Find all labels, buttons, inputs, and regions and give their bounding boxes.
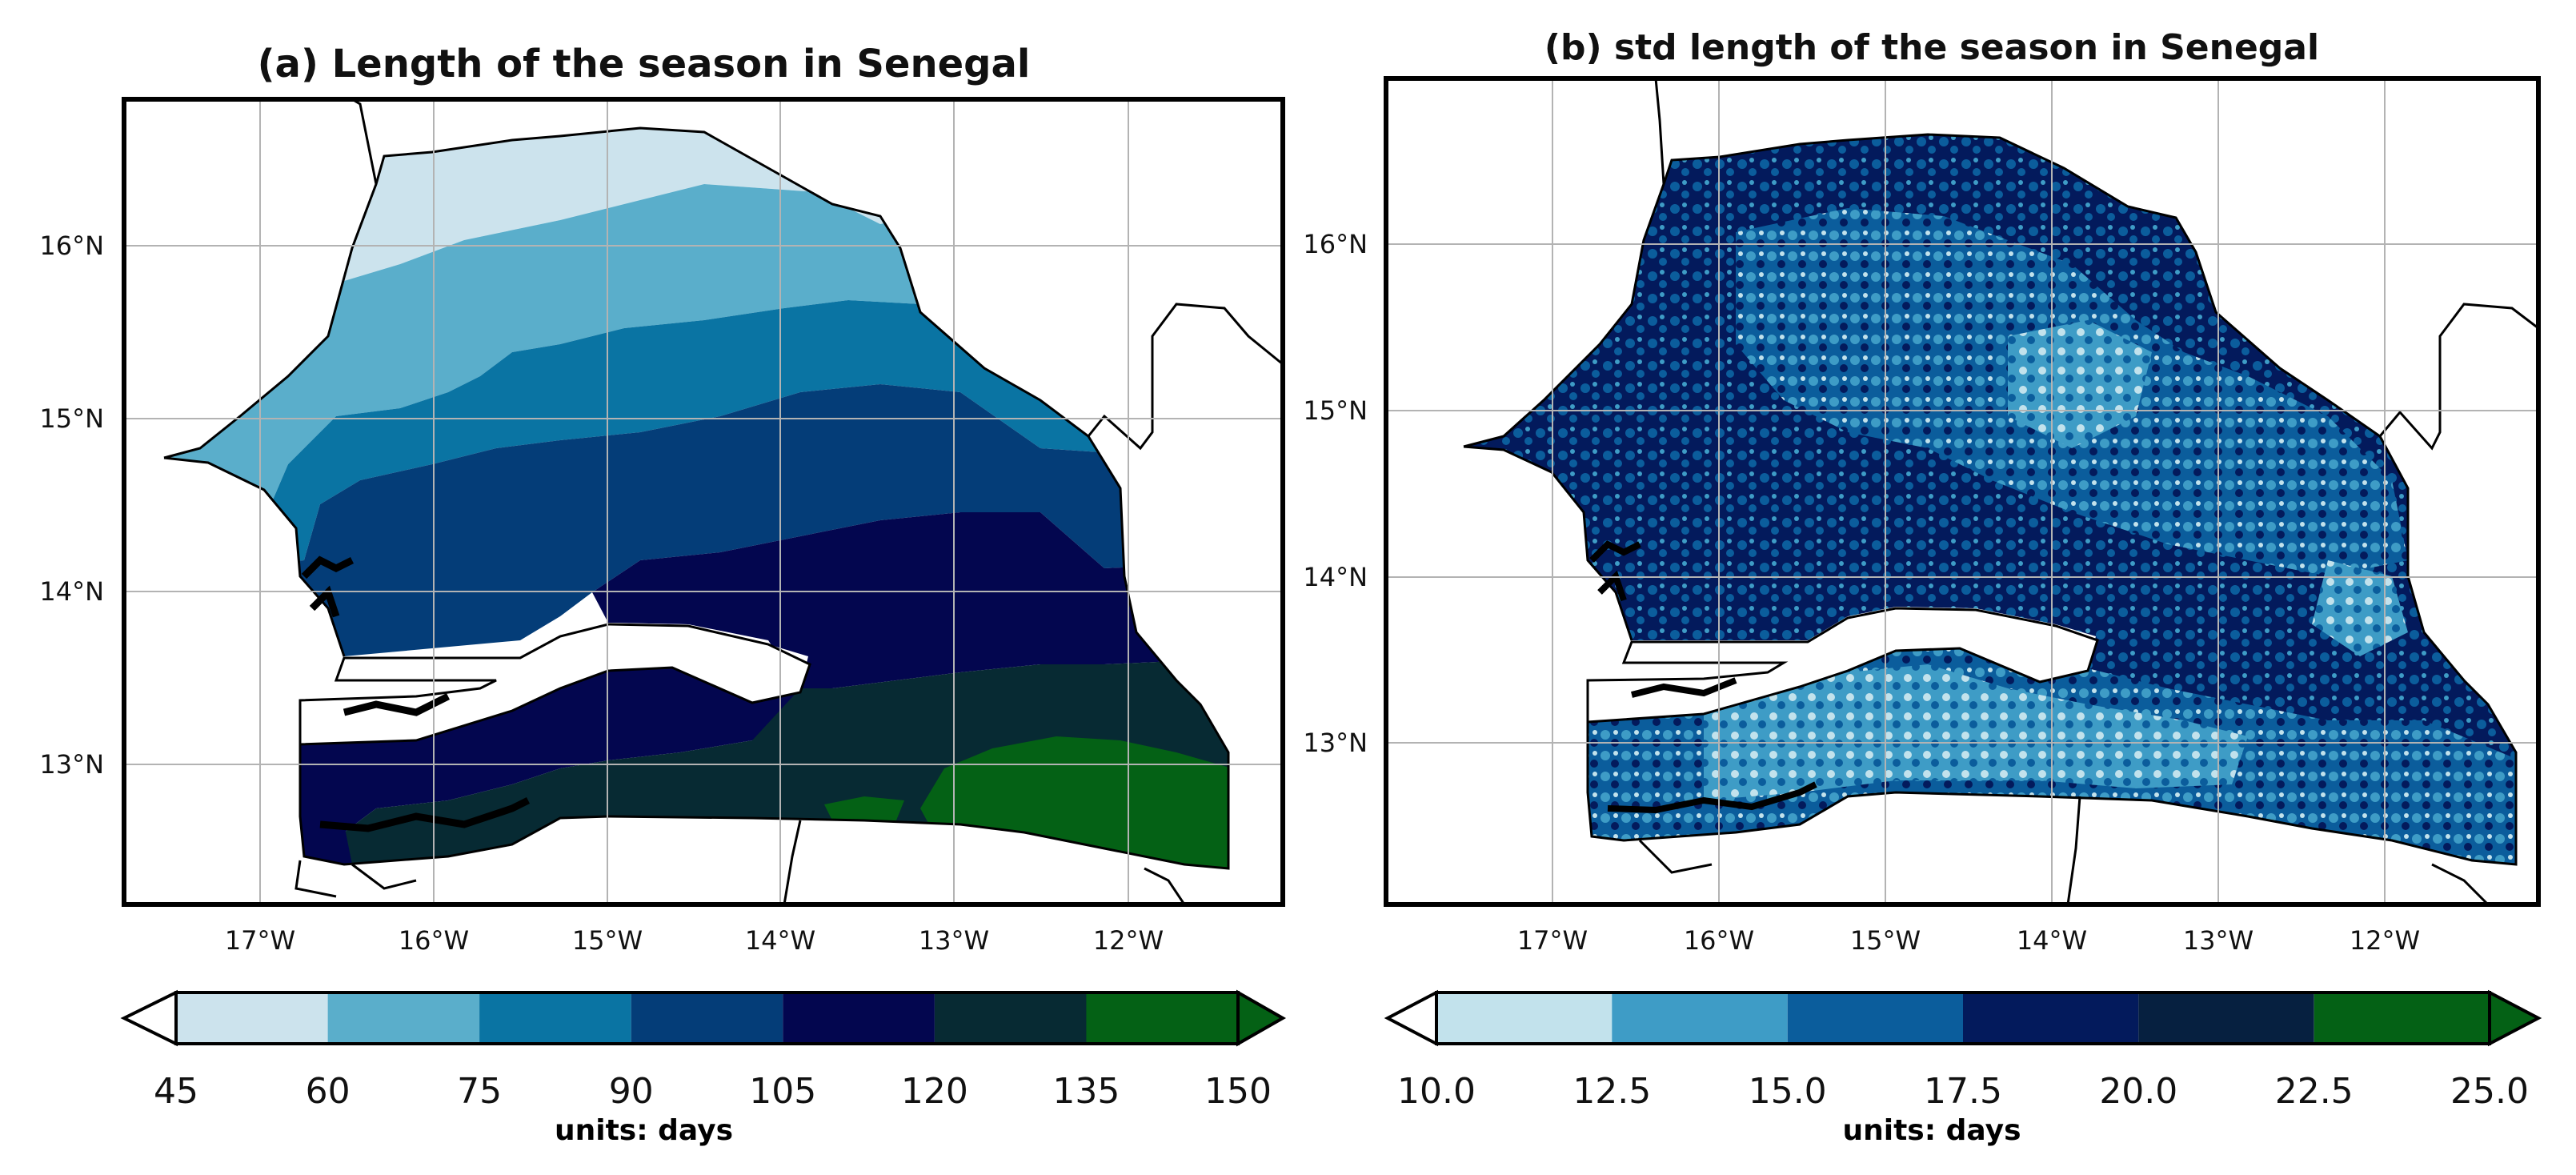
colorbar-segment [934,993,1087,1044]
panel-a-colorbar: 45 60 75 90 105 120 135 150 [120,989,1287,1112]
panel-b-borders [1463,78,2538,904]
panel-b-figure: 16°N 15°N 14°N 13°N 17°W 16°W 15°W 14°W … [1303,76,2542,1112]
colorbar-tick-label: 22.5 [2275,1071,2354,1112]
lon-label: 17°W [225,925,295,956]
lon-label: 12°W [2350,925,2420,956]
panel-a-units-label: units: days [554,1114,733,1147]
lon-label: 14°W [745,925,815,956]
colorbar-segment [327,993,480,1044]
lon-label: 12°W [1093,925,1164,956]
colorbar-segment [783,993,935,1044]
colorbar-tick-label: 75 [457,1071,502,1112]
panel-b-gridlines [1386,78,2538,904]
colorbar-tick-label: 17.5 [1924,1071,2002,1112]
lat-label: 14°N [1303,562,1368,592]
colorbar-tick-label: 25.0 [2450,1071,2529,1112]
panel-a-gridlines [124,99,1283,904]
lon-label: 16°W [1684,925,1754,956]
colorbar-extend-max [1236,989,1287,1047]
panel-a-lat-labels: 16°N 15°N 14°N 13°N [39,231,104,780]
lat-label: 14°N [39,576,104,607]
lat-label: 13°N [1303,728,1368,758]
colorbar-frame [1435,991,2491,1045]
panel-a-borders [163,99,1283,904]
colorbar-segment [1612,993,1788,1044]
colorbar-tick-label: 12.5 [1572,1071,1651,1112]
panel-a-lon-labels: 17°W 16°W 15°W 14°W 13°W 12°W [225,925,1164,956]
colorbar-segment [2138,993,2314,1044]
colorbar-extend-min [1384,989,1438,1047]
colorbar-tick-label: 15.0 [1749,1071,1827,1112]
panel-a-coastal-rivers [301,555,531,832]
colorbar-tick-label: 10.0 [1397,1071,1476,1112]
colorbar-tick-label: 90 [609,1071,654,1112]
colorbar-segment [1086,993,1238,1044]
lon-label: 16°W [399,925,469,956]
lon-label: 15°W [572,925,643,956]
panel-b-lat-labels: 16°N 15°N 14°N 13°N [1303,229,1368,758]
colorbar-tick-label: 150 [1204,1071,1272,1112]
lat-label: 16°N [39,231,104,261]
colorbar-tick-label: 135 [1052,1071,1120,1112]
colorbar-segment [2314,993,2490,1044]
panel-b-map-frame [1384,76,2541,907]
panel-a-map-frame [122,97,1285,907]
panel-a-gambia-river [298,623,811,746]
colorbar-segment [176,993,328,1044]
colorbar-extend-min [120,989,178,1047]
colorbar-extend-max [2488,989,2542,1047]
lat-label: 15°N [1303,395,1368,426]
colorbar-tick-label: 120 [901,1071,968,1112]
lon-label: 14°W [2017,925,2087,956]
panel-a: (a) Length of the season in Senegal [39,42,1287,1147]
lon-label: 13°W [919,925,989,956]
lon-label: 15°W [1850,925,1921,956]
panel-a-figure: 16°N 15°N 14°N 13°N 17°W 16°W 15°W 14°W … [39,97,1287,1112]
colorbar-segment [631,993,783,1044]
panel-b-colorbar: 10.0 12.5 15.0 17.5 20.0 22.5 25.0 [1384,989,2542,1112]
colorbar-segment [1787,993,1963,1044]
colorbar-frame [174,991,1240,1045]
panel-b-lon-labels: 17°W 16°W 15°W 14°W 13°W 12°W [1517,925,2420,956]
panel-b-title: (b) std length of the season in Senegal [1544,27,2320,68]
colorbar-segment [479,993,631,1044]
colorbar-segment [1436,993,1613,1044]
lat-label: 15°N [39,403,104,434]
panel-b: (b) std length of the season in Senegal [1288,0,2576,1175]
colorbar-tick-label: 20.0 [2099,1071,2177,1112]
colorbar-tick-label: 105 [749,1071,816,1112]
lon-label: 13°W [2183,925,2253,956]
panel-a-title: (a) Length of the season in Senegal [257,42,1031,86]
colorbar-segment [1963,993,2139,1044]
lon-label: 17°W [1517,925,1588,956]
panel-b-gambia-river [1586,607,2099,724]
colorbar-tick-label: 60 [306,1071,351,1112]
colorbar-tick-label: 45 [154,1071,198,1112]
panel-b-units-label: units: days [1842,1114,2021,1147]
lat-label: 13°N [39,749,104,780]
lat-label: 16°N [1303,229,1368,259]
